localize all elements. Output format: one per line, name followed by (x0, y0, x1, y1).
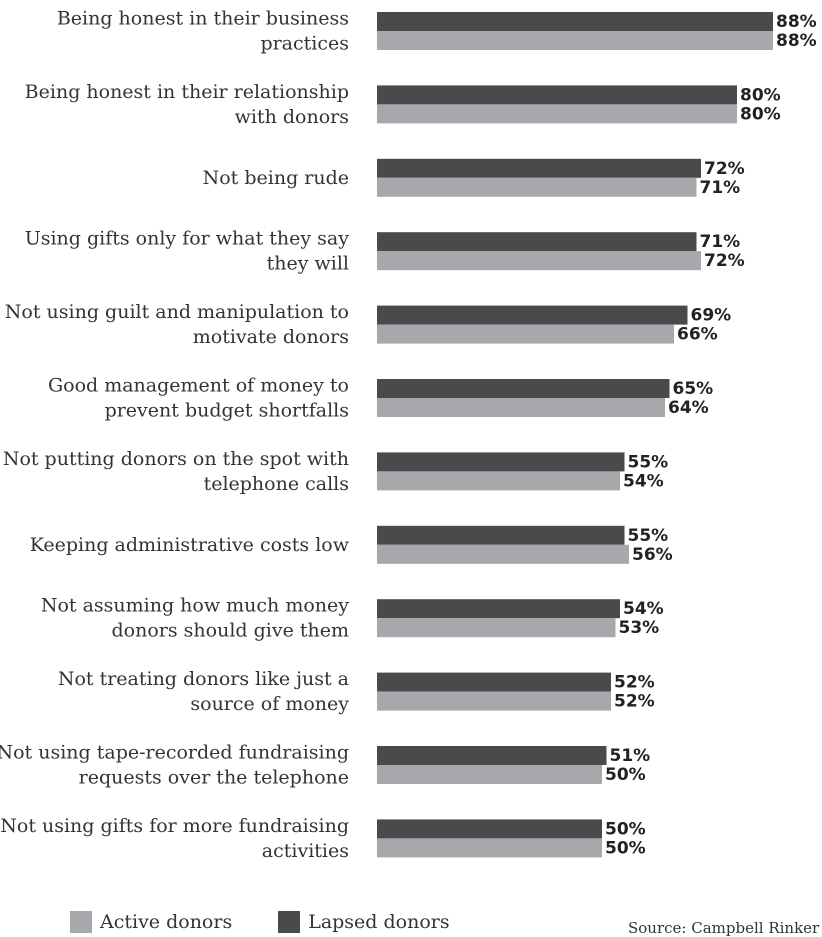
legend-label-active: Active donors (100, 911, 233, 933)
bar (377, 305, 688, 325)
data-label: 50% (605, 819, 646, 839)
data-label: 72% (704, 159, 745, 179)
legend-item-active: Active donors (70, 911, 232, 933)
category-label-line: prevent budget shortfalls (105, 400, 349, 422)
bar (377, 324, 674, 344)
data-label: 69% (691, 306, 732, 326)
category-label-line: Not using tape-recorded fundraising (0, 742, 349, 764)
bar (377, 379, 670, 398)
category-label-line: practices (260, 33, 349, 55)
bar (377, 599, 620, 619)
category-label-line: Good management of money to (48, 375, 349, 397)
category-label-line: Not putting donors on the spot with (3, 448, 349, 470)
legend-label-lapsed: Lapsed donors (308, 911, 450, 933)
category-label-line: with donors (235, 106, 349, 128)
bar (377, 232, 697, 252)
bar (377, 158, 701, 178)
category-label: Good management of money to prevent budge… (48, 375, 349, 422)
category-label-line: Being honest in their business (57, 8, 349, 30)
bar (377, 746, 607, 765)
category-label: Not being rude (203, 167, 349, 189)
data-label: 56% (632, 545, 673, 565)
data-label: 50% (605, 838, 646, 858)
category-label-line: donors should give them (112, 620, 349, 642)
bar (377, 104, 737, 124)
bar (377, 31, 773, 50)
data-label: 80% (740, 85, 781, 105)
data-label: 71% (700, 178, 741, 198)
category-label-line: Not treating donors like just a (58, 668, 349, 690)
category-label-line: source of money (190, 693, 349, 715)
category-label: Not using guilt and manipulation to motiv… (5, 301, 349, 348)
data-label: 71% (700, 232, 741, 252)
category-label: Not assuming how much money donors should… (41, 595, 349, 642)
category-label: Being honest in their relationship with d… (25, 81, 349, 128)
data-label: 53% (619, 618, 660, 638)
category-label-line: Using gifts only for what they say (25, 228, 350, 250)
bar (377, 251, 701, 271)
category-label-line: Keeping administrative costs low (30, 534, 350, 556)
data-label: 55% (628, 526, 669, 546)
category-label-line: they will (267, 253, 349, 275)
bar (377, 672, 611, 692)
bar (377, 177, 697, 197)
data-label: 66% (677, 325, 718, 345)
category-label-line: Being honest in their relationship (25, 81, 349, 103)
data-label: 51% (610, 746, 651, 766)
source-note: Source: Campbell Rinker (628, 919, 820, 937)
data-label: 52% (614, 692, 655, 712)
category-label: Using gifts only for what they say they w… (25, 228, 350, 275)
bar (377, 838, 602, 858)
bar (377, 12, 773, 31)
category-label-line: requests over the telephone (79, 767, 349, 789)
legend: Active donors Lapsed donors (70, 911, 496, 933)
data-label: 88% (776, 12, 817, 32)
bar (377, 544, 629, 564)
category-label-line: activities (262, 840, 349, 862)
data-label: 72% (704, 251, 745, 271)
category-label: Not putting donors on the spot with telep… (3, 448, 349, 495)
category-label-line: telephone calls (204, 473, 349, 495)
category-label-line: motivate donors (193, 326, 349, 348)
data-label: 88% (776, 31, 817, 51)
data-label: 54% (623, 599, 664, 619)
bar (377, 398, 665, 417)
category-label: Keeping administrative costs low (30, 534, 350, 556)
data-label: 65% (673, 379, 714, 399)
category-label-line: Not using gifts for more fundraising (0, 815, 349, 837)
data-label: 50% (605, 765, 646, 785)
bar (377, 452, 625, 472)
bar (377, 819, 602, 839)
bar (377, 618, 616, 638)
category-label-line: Not assuming how much money (41, 595, 349, 617)
bar (377, 691, 611, 711)
bar (377, 765, 602, 784)
category-label: Being honest in their business practices (57, 8, 349, 55)
category-label-line: Not using guilt and manipulation to (5, 301, 349, 323)
category-label-line: Not being rude (203, 167, 349, 189)
bar (377, 85, 737, 105)
data-label: 80% (740, 104, 781, 124)
legend-swatch-lapsed (278, 911, 301, 933)
legend-item-lapsed: Lapsed donors (278, 911, 450, 933)
category-label: Not using tape-recorded fundraising reque… (0, 742, 349, 789)
legend-swatch-active (70, 911, 92, 933)
category-label: Not treating donors like just a source of… (58, 668, 349, 715)
bar (377, 525, 625, 545)
data-label: 52% (614, 673, 655, 693)
data-label: 54% (623, 471, 664, 491)
data-label: 64% (668, 398, 709, 418)
category-label: Not using gifts for more fundraising acti… (0, 815, 349, 862)
data-label: 55% (628, 452, 669, 472)
bar (377, 471, 620, 491)
